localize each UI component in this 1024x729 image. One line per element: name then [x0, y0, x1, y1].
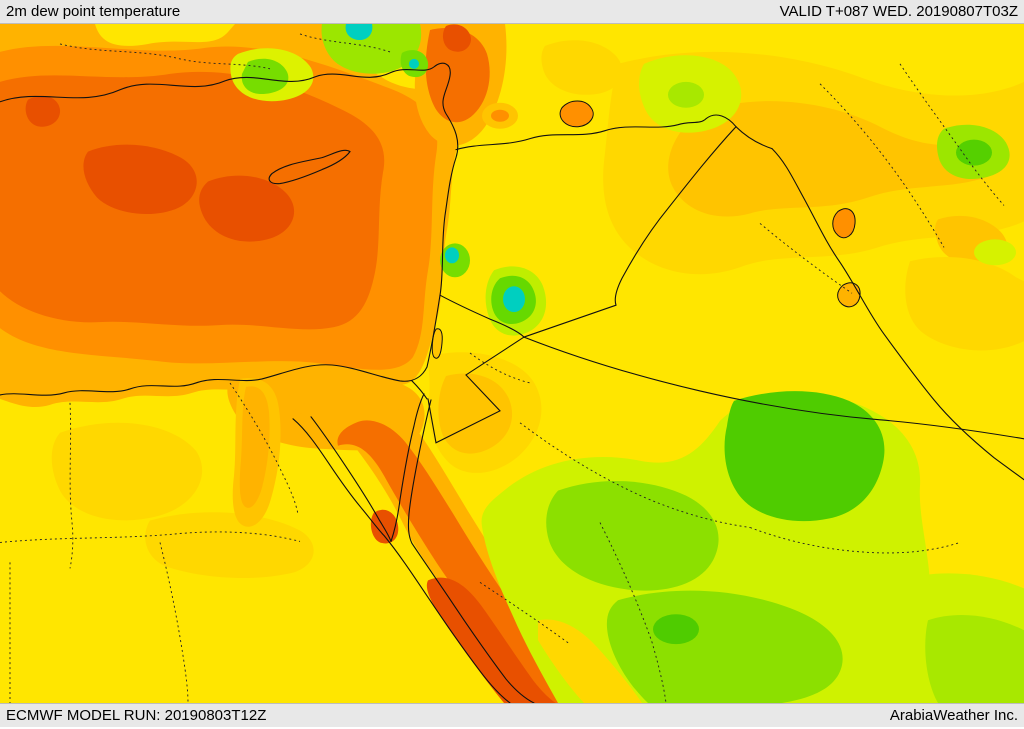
- jordan-iraq-border: [523, 304, 617, 338]
- sinai-west-coast: [310, 416, 392, 543]
- lake-tharthar: [832, 208, 856, 239]
- lakes-layer: [431, 100, 861, 359]
- map-title: 2m dew point temperature: [6, 3, 181, 20]
- dewpoint-map: [0, 24, 1024, 703]
- egypt-israel-border: [411, 380, 428, 400]
- iraq-saudi-border: [523, 336, 1024, 440]
- aqaba-red-sea-east-coast: [407, 399, 535, 703]
- admin-boundaries-layer: [0, 33, 1005, 703]
- marsh-lake: [837, 282, 861, 308]
- footer-bar: ECMWF MODEL RUN: 20190803T12Z ArabiaWeat…: [0, 703, 1024, 727]
- lake-assad: [559, 100, 594, 128]
- cyprus-coast: [268, 149, 351, 185]
- map-container: [0, 24, 1024, 703]
- sinai-east-coast: [390, 393, 425, 543]
- jordan-saudi-border: [427, 336, 525, 444]
- dead-sea: [431, 328, 443, 359]
- anatolia-levant-egypt-coast: [0, 62, 459, 396]
- model-run-label: ECMWF MODEL RUN: 20190803T12Z: [6, 707, 267, 724]
- valid-time-label: VALID T+087 WED. 20190807T03Z: [779, 3, 1018, 20]
- country-borders-layer: [411, 114, 1024, 481]
- contour-fills-layer: [0, 24, 1024, 703]
- header-bar: 2m dew point temperature VALID T+087 WED…: [0, 0, 1024, 24]
- syria-iraq-border: [614, 126, 737, 306]
- cyan-moist-spot: [503, 286, 525, 313]
- credit-label: ArabiaWeather Inc.: [889, 707, 1018, 724]
- gulf-suez-west-red-sea-west-coast: [292, 418, 511, 703]
- iran-border: [771, 148, 1024, 481]
- coastlines-layer: [0, 62, 535, 703]
- syria-jordan-border: [439, 294, 525, 338]
